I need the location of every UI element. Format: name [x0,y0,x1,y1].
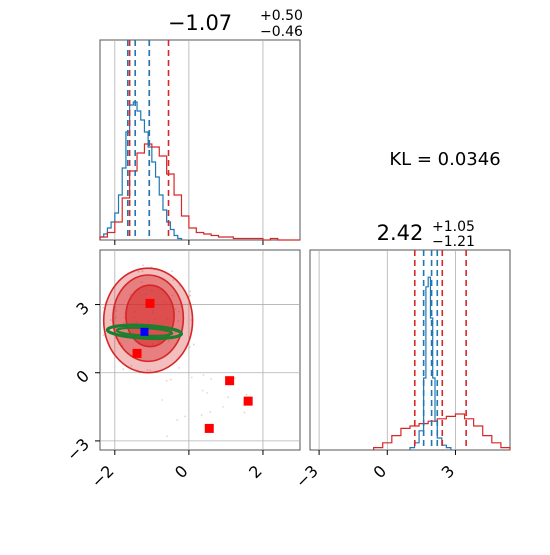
markers [132,298,253,433]
contour-level [125,284,175,348]
red-square-marker [243,396,253,406]
scatter-point [171,294,174,297]
scatter-point [123,316,126,319]
y-tick-label: 0 [72,366,93,387]
scatter-point [222,405,224,408]
red-square-marker [204,423,214,433]
scatter-point [202,374,205,376]
x-tick-label: 0 [369,461,390,482]
scatter-point [114,306,117,308]
scatter-point [120,342,122,344]
x-tick-label: −2 [88,461,118,491]
scatter-point [115,316,118,319]
scatter-point [171,270,173,273]
scatter-point [201,389,204,392]
panel-bottom-right-histogram: −3 0 3 2.42 +1.05 −1.21 [292,219,511,492]
red-square-marker [132,348,142,358]
scatter-point [178,367,181,369]
scatter-point [169,378,172,381]
scatter-point [234,377,236,380]
scatter-point [137,270,140,273]
histogram-series_b [373,413,511,450]
kl-divergence-label: KL = 0.0346 [389,149,500,170]
gridlines [114,40,264,245]
scatter-point [245,393,248,396]
gridlines [95,250,300,455]
scatter-point [174,308,177,310]
scatter-point [200,414,203,417]
density-contours [102,267,194,374]
quantile-lines [126,40,170,240]
scatter-point [129,293,132,296]
scatter-point [188,346,191,348]
histogram-series_b [99,143,300,241]
y-tick-labels: −3 0 3 [63,298,93,464]
scatter-point [142,264,144,267]
scatter-point [140,281,143,284]
title-upper-error: +1.05 [432,219,475,235]
scatter-point [172,279,175,281]
panel-top-left-histogram: −1.07 +0.50 −0.46 [99,8,303,245]
x-tick-label: 0 [171,461,192,482]
title-median: −1.07 [168,11,232,35]
scatter-point [184,415,186,418]
scatter-point [206,392,209,394]
x-tick-labels: −2 0 2 [88,461,266,491]
scatter-point [102,306,105,309]
x-tick-label: 2 [245,461,266,482]
panel-frame [309,249,511,451]
scatter-point [149,369,152,372]
title-median: 2.42 [377,221,424,245]
scatter-point [177,320,180,323]
fit-ellipse [105,323,184,341]
panel-bottom-left-scatter: −2 0 2 −3 0 3 [63,249,301,492]
x-tick-label: −3 [292,461,322,491]
blue-square-marker [140,327,149,336]
scatter-point [189,290,192,293]
scatter-point [121,344,124,347]
scatter-point [166,435,169,438]
title-lower-error: −0.46 [260,24,303,40]
red-square-marker [225,376,235,386]
scatter-point [165,379,168,382]
red-square-marker [145,298,155,308]
panel-title: −1.07 [168,11,232,35]
title-lower-error: −1.21 [432,234,475,250]
scatter-point [227,396,230,399]
x-tick-labels: −3 0 3 [292,461,458,491]
scatter-point [176,419,179,422]
title-upper-error: +0.50 [260,8,303,24]
y-tick-label: 3 [72,298,93,319]
panel-frame [99,39,301,241]
scatter-point [146,369,149,371]
scatter-point [161,399,164,401]
quantile-lines [413,250,467,450]
scatter-point [192,343,195,346]
scatter-point [177,310,180,313]
scatter-point [141,270,144,273]
scatter-point [167,340,170,343]
scatter-point [130,364,133,367]
scatter-point [109,319,112,321]
scatter-point [209,411,212,414]
scatter-point [243,411,246,414]
scatter-point [210,378,213,381]
scatter-point [122,368,125,371]
x-tick-label: 3 [438,461,459,482]
scatter-point [123,321,125,324]
scatter-point [102,334,105,337]
y-tick-label: −3 [63,435,93,465]
scatter-point [190,376,193,379]
scatter-point [189,294,192,297]
scatter-point [115,309,118,312]
